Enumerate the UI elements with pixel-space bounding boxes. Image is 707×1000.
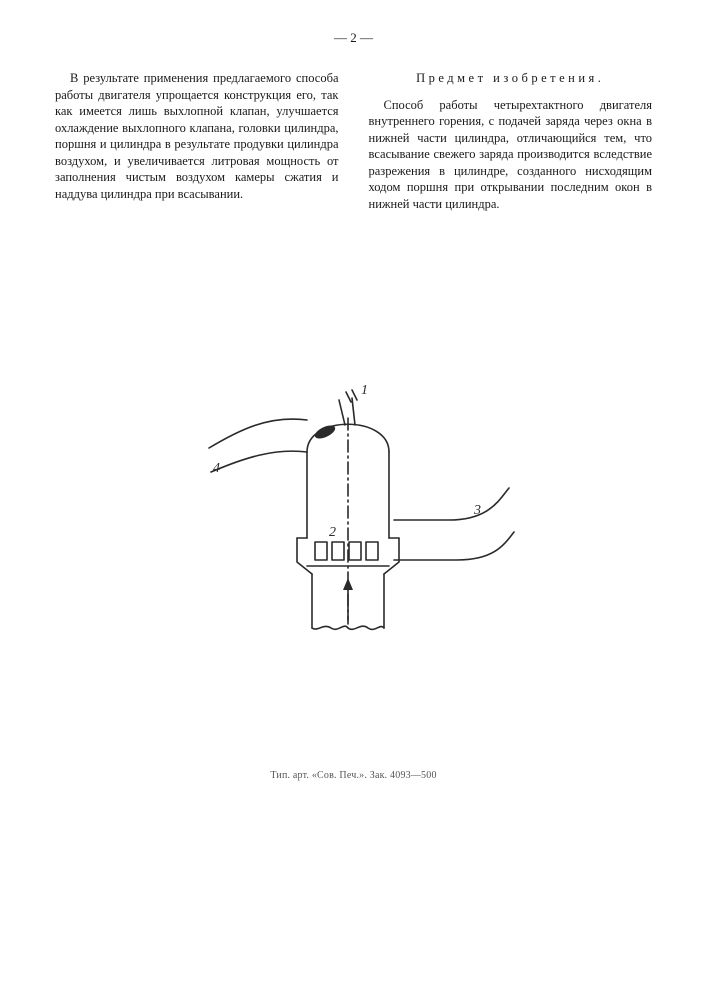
port-1 [315, 542, 327, 560]
right-paragraph: Способ работы четырехтактного двигателя … [369, 97, 653, 213]
left-paragraph: В результате применения предлагаемого сп… [55, 70, 339, 202]
figure-container: 1 2 3 4 [0, 370, 707, 650]
pipe-4-upper [209, 419, 307, 448]
imprint-line: Тип. арт. «Сов. Печ.». Зак. 4093—500 [0, 770, 707, 781]
right-column: Предмет изобретения. Способ работы четыр… [369, 70, 653, 212]
pipe-3-upper [394, 488, 509, 520]
left-column: В результате применения предлагаемого сп… [55, 70, 339, 212]
slash-a [346, 392, 351, 402]
label-4: 4 [213, 461, 220, 476]
arrowhead-icon [343, 578, 353, 590]
break-line-left [312, 626, 348, 629]
label-3: 3 [473, 503, 481, 518]
dome-line-b [352, 398, 355, 425]
port-3 [349, 542, 361, 560]
pipe-4-lower [211, 451, 307, 472]
port-2 [332, 542, 344, 560]
belt-right [384, 538, 399, 574]
subject-heading: Предмет изобретения. [369, 70, 653, 87]
pipe-3-lower [394, 532, 514, 560]
text-columns: В результате применения предлагаемого сп… [55, 70, 652, 212]
label-1: 1 [361, 383, 368, 398]
label-2: 2 [329, 525, 336, 540]
page: — 2 — В результате применения предлагаем… [0, 0, 707, 1000]
belt-left [297, 538, 312, 574]
break-line-right [348, 626, 384, 629]
port-4 [366, 542, 378, 560]
engine-diagram: 1 2 3 4 [189, 370, 519, 650]
page-number: — 2 — [55, 30, 652, 46]
dome-line-a [339, 400, 345, 425]
